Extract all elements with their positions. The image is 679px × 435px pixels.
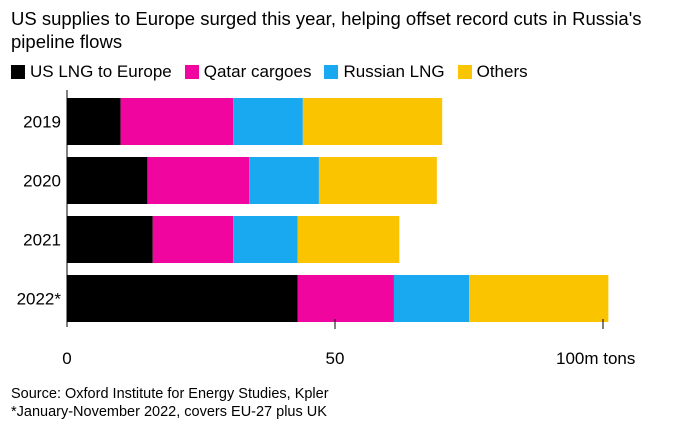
date-footnote: *January-November 2022, covers EU-27 plu… xyxy=(11,403,327,420)
legend-label-qatar: Qatar cargoes xyxy=(203,62,312,81)
legend-item-others: Others xyxy=(457,62,528,82)
legend-swatch-russian-lng xyxy=(324,65,339,79)
bar-us-lng-to-europe-2021 xyxy=(67,216,153,263)
bar-us-lng-to-europe-2022 xyxy=(67,275,298,322)
x-tick-label-50: 50 xyxy=(326,349,345,368)
legend-label-others: Others xyxy=(476,62,528,81)
bar-russian-lng-2020 xyxy=(249,157,319,204)
stacked-bar-chart: 2019 2020 2021 2022* 0 50 100m tons xyxy=(17,90,635,368)
x-tick-label-100: 100m tons xyxy=(556,349,635,368)
bar-russian-lng-2019 xyxy=(233,98,303,145)
legend-item-qatar: Qatar cargoes xyxy=(184,62,312,82)
category-label-2019: 2019 xyxy=(23,113,61,132)
bar-us-lng-to-europe-2020 xyxy=(67,157,148,204)
legend-swatch-others xyxy=(457,65,472,79)
bar-others-2022 xyxy=(469,275,609,322)
x-tick-label-0: 0 xyxy=(62,349,71,368)
category-label-2022: 2022* xyxy=(17,290,62,309)
bar-qatar-cargoes-2020 xyxy=(147,157,250,204)
legend-swatch-qatar xyxy=(184,65,199,79)
footnotes: Source: Oxford Institute for Energy Stud… xyxy=(11,386,329,421)
legend-item-us-lng: US LNG to Europe xyxy=(11,62,172,82)
chart-title: US supplies to Europe surged this year, … xyxy=(11,8,642,52)
bar-qatar-cargoes-2022 xyxy=(297,275,394,322)
category-label-2021: 2021 xyxy=(23,231,61,250)
legend: US LNG to Europe Qatar cargoes Russian L… xyxy=(11,60,541,84)
source-note: Source: Oxford Institute for Energy Stud… xyxy=(11,386,329,402)
bar-qatar-cargoes-2019 xyxy=(120,98,234,145)
bar-russian-lng-2021 xyxy=(233,216,298,263)
legend-item-russian-lng: Russian LNG xyxy=(324,62,445,82)
bar-us-lng-to-europe-2019 xyxy=(67,98,121,145)
bar-others-2019 xyxy=(302,98,443,145)
bar-others-2020 xyxy=(318,157,437,204)
bar-qatar-cargoes-2021 xyxy=(152,216,234,263)
category-label-2020: 2020 xyxy=(23,172,61,191)
bar-russian-lng-2022 xyxy=(393,275,469,322)
legend-label-russian-lng: Russian LNG xyxy=(343,62,445,81)
bar-others-2021 xyxy=(297,216,400,263)
legend-swatch-us-lng xyxy=(11,65,25,79)
legend-label-us-lng: US LNG to Europe xyxy=(30,62,172,81)
